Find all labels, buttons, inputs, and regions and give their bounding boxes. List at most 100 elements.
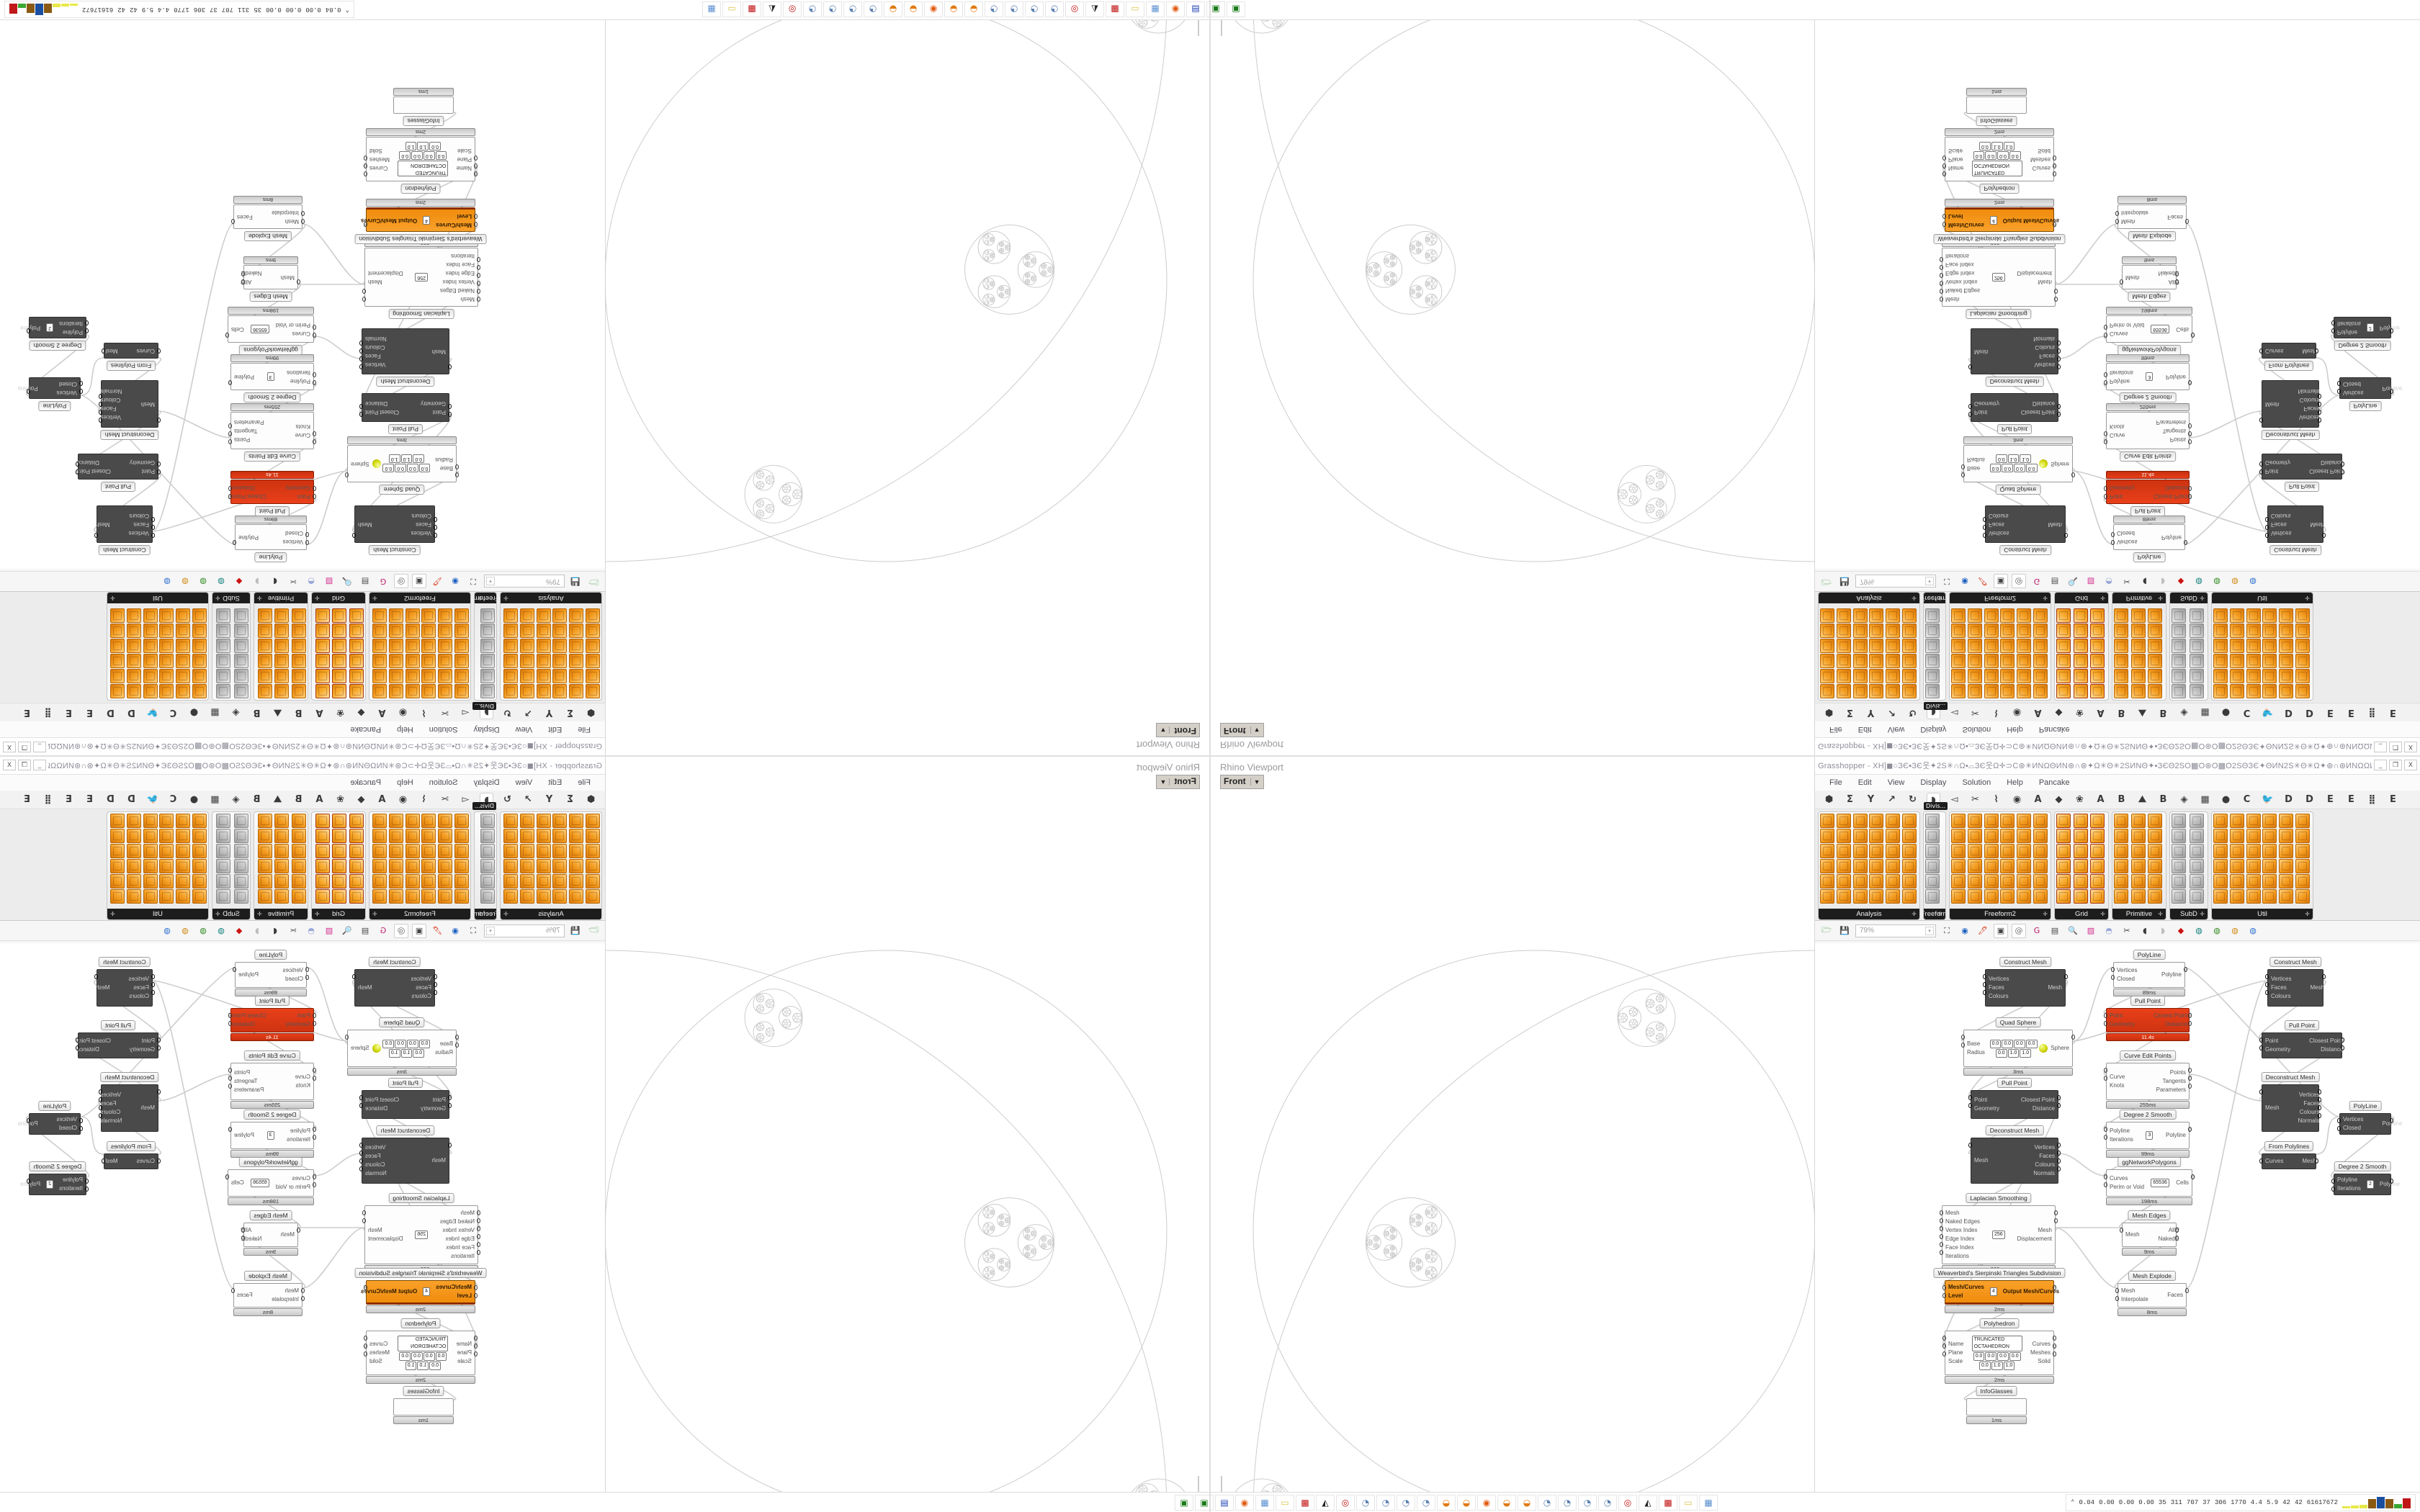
component-outputs[interactable]: Curves Meshes Solid <box>2027 1331 2053 1374</box>
ribbon-tab-grid[interactable]: Grid ✛ <box>2055 909 2108 919</box>
component-icon[interactable] <box>2148 669 2163 683</box>
component-icon[interactable] <box>2148 889 2163 904</box>
component-icon[interactable] <box>2056 654 2071 668</box>
component-icon[interactable] <box>372 669 387 683</box>
component-icon[interactable] <box>2148 608 2163 623</box>
component-icon[interactable] <box>552 669 568 683</box>
component-icon[interactable] <box>1852 624 1868 638</box>
component-icon[interactable] <box>2148 874 2163 888</box>
component-icon[interactable] <box>109 624 125 638</box>
component-icon[interactable] <box>1984 814 1999 828</box>
component-icon[interactable] <box>1886 654 1901 668</box>
addon-b-icon[interactable]: B <box>295 707 302 718</box>
component-icon[interactable] <box>2148 829 2163 843</box>
chevron-down-icon[interactable]: ▾ <box>486 926 495 935</box>
component-icon[interactable] <box>2295 844 2311 858</box>
component-icon[interactable] <box>332 624 347 638</box>
output-param[interactable]: Output Mesh/Curves <box>360 1288 418 1295</box>
pin-icon[interactable]: ✛ <box>110 595 115 601</box>
value-field[interactable]: 0.0 <box>2025 1039 2038 1048</box>
component-icon[interactable] <box>2213 608 2228 623</box>
ribbon-icon-grid[interactable] <box>254 603 308 700</box>
ribbon-tab-util[interactable]: Util ✛ <box>2212 593 2313 603</box>
plugin-icon[interactable]: ▣ <box>412 923 426 938</box>
input-nub[interactable] <box>1940 1210 1943 1215</box>
canvas-toolbar[interactable]: 🗁 💾 79% ▾ ⛶ ◉ 🖊 ▣ @ G ▤ 🔍 ▨ ◓ ✂ ◖ ◗ ◆ ◍ ◍ ◍ ◍ <box>0 571 605 591</box>
output-nub[interactable] <box>359 404 363 409</box>
input-param[interactable]: Mesh <box>140 401 155 408</box>
minimize-button[interactable]: _ <box>33 760 46 770</box>
value-field[interactable]: 0.0 <box>399 1352 411 1361</box>
component-icon[interactable] <box>234 608 248 623</box>
output-nub[interactable] <box>94 533 98 538</box>
component-icon[interactable] <box>176 844 191 858</box>
input-nub[interactable] <box>1940 1218 1943 1223</box>
component-icon[interactable] <box>2213 844 2228 858</box>
input-param[interactable]: Geometry <box>129 459 155 466</box>
input-param[interactable]: Vertices <box>2343 390 2364 396</box>
input-nub[interactable] <box>2104 494 2107 499</box>
input-nub[interactable] <box>85 320 89 325</box>
ribbon-tab-grid[interactable]: Grid ✛ <box>312 593 365 603</box>
output-param[interactable]: Faces <box>2303 1100 2320 1107</box>
output-param[interactable]: Output Mesh/Curves <box>2002 1288 2060 1295</box>
input-nub[interactable] <box>313 1021 316 1026</box>
component-body[interactable]: Base Radius 0.0 0.0 0.0 0.0 0.0 1.0 1.0 Sphere <box>345 445 459 482</box>
addon-bird-icon[interactable]: 🐦 <box>2262 707 2274 718</box>
input-nub[interactable] <box>1942 171 1946 176</box>
ribbon-tab-grid[interactable]: Grid ✛ <box>2055 593 2108 603</box>
component-icon[interactable] <box>2090 814 2105 828</box>
grasshopper-canvas[interactable]: Construct Mesh Vertices Faces Colours Mesh Qu… <box>0 17 605 569</box>
gh-component[interactable]: Quad Sphere Base Radius 0.0 0.0 0.0 0.0 0.0 1.0 1… <box>345 1015 459 1076</box>
component-icon[interactable] <box>372 889 387 904</box>
scissors-icon[interactable]: ✂ <box>290 577 297 586</box>
component-icon[interactable] <box>2033 889 2048 904</box>
doc-icon[interactable]: ▤ <box>361 926 369 935</box>
component-body[interactable]: Curve Knots Points Tangents Parameters <box>2104 1063 2192 1100</box>
component-icon[interactable] <box>2056 624 2071 638</box>
output-param[interactable]: Distance <box>232 1021 255 1027</box>
blue-drop-icon[interactable]: ◍ <box>2249 926 2257 935</box>
input-param[interactable]: Curves <box>292 330 310 337</box>
component-icon[interactable] <box>126 874 141 888</box>
addon-d2-icon[interactable]: D <box>2305 794 2313 805</box>
input-param[interactable]: Vertices <box>411 530 431 536</box>
component-inputs[interactable] <box>1967 97 1973 113</box>
input-param[interactable]: Curves <box>136 348 155 354</box>
egg-dark-icon[interactable]: ◖ <box>273 577 277 586</box>
component-icon[interactable] <box>1984 654 1999 668</box>
input-nub[interactable] <box>2265 990 2269 995</box>
input-param[interactable]: Colours <box>1989 513 2009 519</box>
ribbon-panel-util[interactable]: Util ✛ <box>2211 592 2313 701</box>
component-icon[interactable] <box>1820 639 1834 653</box>
component-inputs[interactable]: Mesh <box>277 1223 297 1246</box>
gh-component[interactable]: Polyhedron Name Plane Scale TRUNCATED OCTAHE… <box>1942 128 2056 196</box>
gimp-icon[interactable]: ◔ <box>1376 1494 1395 1511</box>
component-icon[interactable] <box>257 844 272 858</box>
component-icon[interactable] <box>2033 684 2048 698</box>
pin-icon[interactable]: ✛ <box>2200 595 2205 601</box>
output-nub[interactable] <box>2315 1158 2318 1164</box>
component-icon[interactable] <box>2172 829 2186 843</box>
input-param[interactable]: Curve <box>2110 432 2125 438</box>
component-icon[interactable] <box>2033 639 2048 653</box>
input-param[interactable]: Point <box>141 468 155 474</box>
component-icon[interactable] <box>586 874 600 888</box>
input-param[interactable]: Vertices <box>1989 530 2009 536</box>
component-icon[interactable] <box>2189 654 2204 668</box>
pin-icon[interactable]: ✛ <box>257 595 262 601</box>
component-icon[interactable] <box>159 859 174 873</box>
component-outputs[interactable] <box>394 1399 400 1415</box>
value-field[interactable]: 0.0 <box>1979 1362 1991 1370</box>
addon-b-icon[interactable]: B <box>2118 794 2125 805</box>
output-param[interactable]: Curves <box>369 165 388 171</box>
component-icon[interactable] <box>2130 639 2146 653</box>
component-icon[interactable] <box>2229 639 2244 653</box>
addon-a2-icon[interactable]: A <box>2097 707 2105 718</box>
component-icon[interactable] <box>1902 624 1917 638</box>
component-icon[interactable] <box>372 684 387 698</box>
component-icon[interactable] <box>192 814 207 828</box>
ribbon-tab-freeform2[interactable]: Freeform2 ✛ <box>369 593 470 603</box>
output-param[interactable]: Mesh <box>2048 521 2062 528</box>
component-icon[interactable] <box>2295 608 2311 623</box>
